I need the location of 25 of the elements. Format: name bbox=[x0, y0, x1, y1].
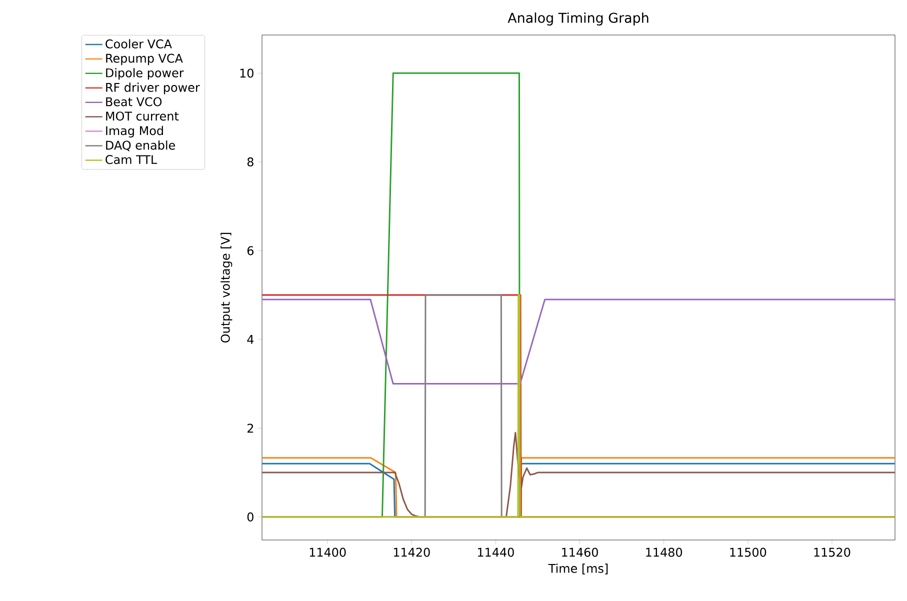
legend-label: MOT current bbox=[106, 112, 179, 121]
legend-label: Cam TTL bbox=[106, 155, 158, 164]
x-tick-label: 11460 bbox=[562, 548, 598, 557]
y-tick-label: 8 bbox=[247, 157, 254, 166]
legend-label: Beat VCO bbox=[106, 97, 162, 106]
x-tick-label: 11440 bbox=[478, 548, 514, 557]
x-tick-label: 11520 bbox=[814, 548, 850, 557]
y-tick-label: 4 bbox=[247, 335, 254, 344]
legend-label: Repump VCA bbox=[106, 54, 183, 66]
chart-title: Analog Timing Graph bbox=[508, 12, 648, 26]
x-tick-label: 11420 bbox=[394, 548, 430, 557]
x-axis-title: Time [ms] bbox=[548, 564, 608, 574]
y-tick-label: 6 bbox=[247, 246, 254, 256]
y-axis-title: Output voltage [V] bbox=[220, 232, 232, 342]
legend-label: Dipole power bbox=[106, 68, 184, 80]
x-tick-label: 11480 bbox=[646, 548, 682, 557]
y-tick-label: 10 bbox=[240, 68, 254, 78]
x-tick-label: 11400 bbox=[310, 548, 346, 557]
legend-label: RF driver power bbox=[106, 82, 200, 94]
y-tick-label: 0 bbox=[247, 512, 254, 522]
legend-label: DAQ enable bbox=[106, 140, 175, 152]
legend-label: Imag Mod bbox=[106, 126, 163, 138]
legend-label: Cooler VCA bbox=[106, 39, 172, 48]
y-tick-label: 2 bbox=[248, 424, 254, 433]
x-tick-label: 11500 bbox=[730, 548, 766, 557]
